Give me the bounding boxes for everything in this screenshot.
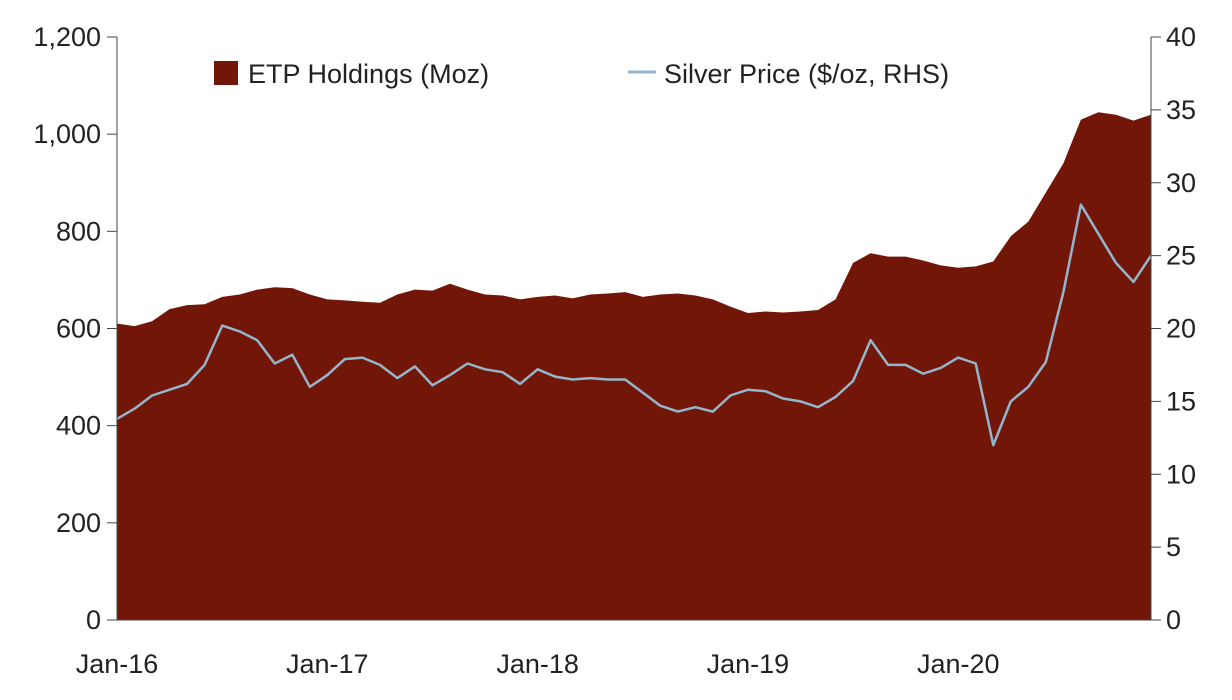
right-tick-label: 10: [1166, 459, 1196, 489]
right-tick-label: 25: [1166, 241, 1196, 271]
holdings-area-layer: [117, 112, 1151, 620]
right-tick-label: 30: [1166, 168, 1196, 198]
left-tick-label: 600: [56, 314, 101, 344]
x-tick-label: Jan-17: [286, 649, 369, 679]
left-tick-label: 0: [86, 605, 101, 635]
left-tick-label: 200: [56, 508, 101, 538]
legend: ETP Holdings (Moz) Silver Price ($/oz, R…: [214, 59, 949, 89]
left-tick-label: 1,200: [33, 22, 101, 52]
x-tick-label: Jan-18: [496, 649, 579, 679]
price-line: [116, 203, 1153, 447]
legend-swatch-holdings: [214, 61, 238, 85]
right-tick-label: 0: [1166, 605, 1181, 635]
x-tick-label: Jan-20: [917, 649, 1000, 679]
holdings-area: [117, 112, 1151, 620]
price-line-layer: [116, 203, 1153, 447]
left-tick-label: 800: [56, 216, 101, 246]
legend-label-holdings: ETP Holdings (Moz): [248, 59, 489, 89]
right-tick-label: 20: [1166, 314, 1196, 344]
right-tick-label: 40: [1166, 22, 1196, 52]
right-tick-label: 15: [1166, 386, 1196, 416]
axes: 0 200 400 600 800 1,000 1,200 0 5 10 15 20 25 30 35 40 J…: [33, 22, 1196, 679]
left-tick-label: 400: [56, 411, 101, 441]
right-tick-label: 5: [1166, 532, 1181, 562]
right-tick-label: 35: [1166, 95, 1196, 125]
x-tick-label: Jan-19: [707, 649, 790, 679]
x-tick-label: Jan-16: [76, 649, 159, 679]
left-tick-label: 1,000: [33, 119, 101, 149]
legend-label-price: Silver Price ($/oz, RHS): [664, 59, 949, 89]
